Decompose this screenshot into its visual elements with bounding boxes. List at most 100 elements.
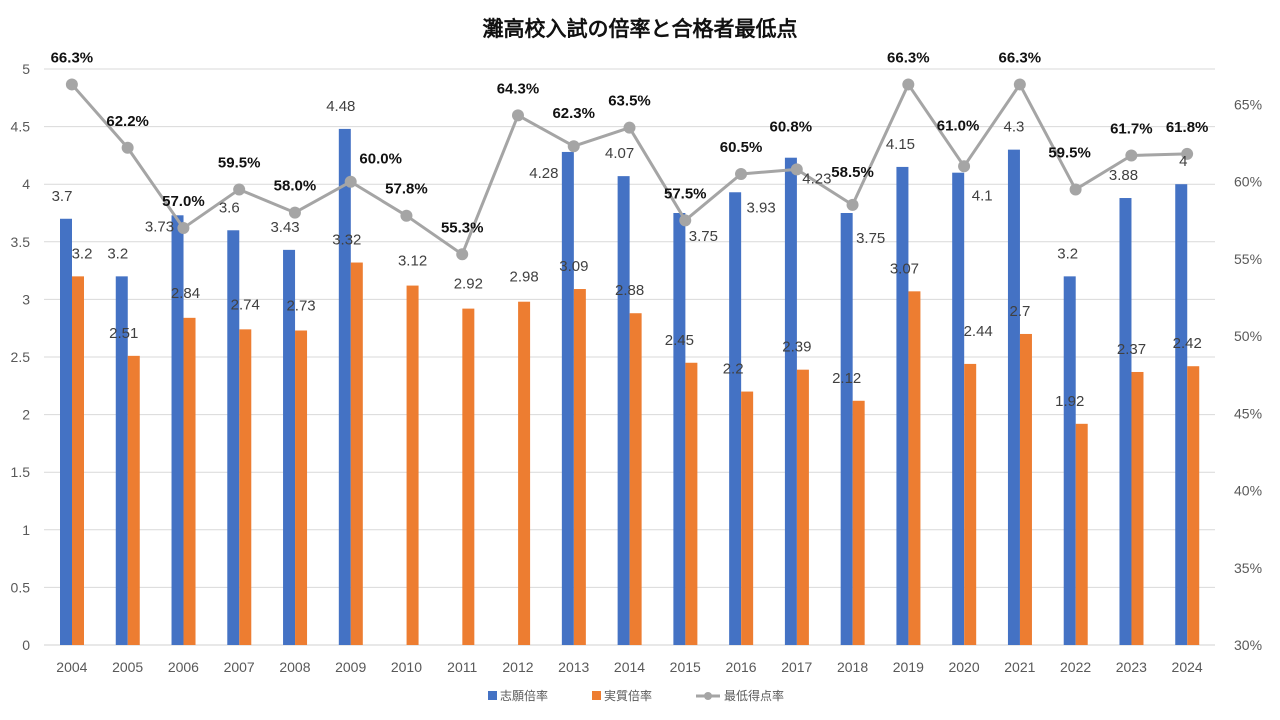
bar-actual-ratio	[183, 317, 196, 645]
data-label-applicant-ratio: 3.73	[145, 218, 174, 235]
data-label-actual-ratio: 2.74	[231, 296, 260, 313]
x-axis-tick-label: 2005	[112, 659, 143, 675]
data-label-actual-ratio: 3.09	[559, 258, 588, 275]
bar-actual-ratio	[741, 391, 754, 645]
left-axis-tick-label: 1.5	[11, 464, 31, 480]
bar-applicant-ratio	[1063, 276, 1076, 645]
data-label-actual-ratio: 2.73	[286, 298, 315, 315]
bar-applicant-ratio	[896, 166, 909, 646]
chart-title: 灘高校入試の倍率と合格者最低点	[483, 17, 798, 41]
data-label-min-score-rate: 66.3%	[51, 49, 94, 66]
data-label-applicant-ratio: 4.1	[972, 188, 993, 205]
line-marker	[1013, 78, 1026, 91]
left-axis-tick-label: 4.5	[11, 119, 31, 135]
right-axis-tick-label: 30%	[1234, 637, 1262, 653]
bar-actual-ratio	[1075, 423, 1088, 645]
data-label-min-score-rate: 57.5%	[664, 185, 707, 202]
data-label-min-score-rate: 59.5%	[218, 154, 261, 171]
bar-applicant-ratio	[840, 213, 853, 645]
data-label-min-score-rate: 60.8%	[770, 118, 813, 135]
bar-actual-ratio	[796, 369, 809, 645]
data-label-actual-ratio: 3.07	[890, 260, 919, 277]
bar-actual-ratio	[350, 262, 363, 645]
bar-actual-ratio	[1131, 371, 1144, 645]
x-axis-tick-label: 2012	[502, 659, 533, 675]
line-marker	[902, 78, 915, 91]
line-marker	[233, 183, 246, 196]
x-axis-tick-label: 2024	[1172, 659, 1203, 675]
data-label-applicant-ratio: 3.2	[1057, 245, 1078, 262]
data-label-actual-ratio: 2.88	[615, 282, 644, 299]
data-label-actual-ratio: 3.12	[398, 253, 427, 270]
left-axis-tick-label: 3.5	[11, 234, 31, 250]
line-marker	[1181, 147, 1194, 160]
x-axis-tick-label: 2020	[948, 659, 979, 675]
bar-applicant-ratio	[952, 172, 965, 645]
data-label-min-score-rate: 60.5%	[720, 139, 763, 156]
data-label-applicant-ratio: 3.75	[689, 228, 718, 245]
data-label-actual-ratio: 2.45	[665, 332, 694, 349]
bar-actual-ratio	[964, 363, 977, 645]
data-label-min-score-rate: 59.5%	[1048, 144, 1091, 161]
right-axis-ticks: 30% 35% 40% 45% 50% 55% 60% 65%	[1234, 97, 1262, 653]
left-axis-tick-label: 2.5	[11, 349, 31, 365]
data-label-applicant-ratio: 4.28	[529, 165, 558, 182]
data-label-min-score-rate: 57.8%	[385, 181, 428, 198]
data-label-actual-ratio: 1.92	[1055, 393, 1084, 410]
left-axis-tick-label: 0.5	[11, 579, 31, 595]
bar-applicant-ratio	[227, 230, 240, 645]
line-series	[65, 78, 1194, 261]
data-label-min-score-rate: 64.3%	[497, 80, 540, 97]
data-label-min-score-rate: 61.0%	[937, 117, 980, 134]
line-marker	[679, 214, 692, 227]
left-axis-ticks: 0 0.5 1 1.5 2 2.5 3 3.5 4 4.5 5	[11, 61, 31, 653]
x-axis-tick-label: 2011	[447, 659, 477, 675]
x-axis-tick-label: 2016	[725, 659, 756, 675]
data-label-applicant-ratio: 4.23	[802, 171, 831, 188]
line-marker	[456, 248, 469, 261]
line-marker	[177, 222, 190, 235]
data-label-min-score-rate: 58.0%	[274, 178, 317, 195]
bar-applicant-ratio	[1175, 184, 1188, 645]
right-axis-tick-label: 50%	[1234, 328, 1262, 344]
right-axis-tick-label: 45%	[1234, 405, 1262, 421]
x-axis-tick-label: 2019	[893, 659, 924, 675]
data-label-actual-ratio: 2.92	[454, 276, 483, 293]
bar-actual-ratio	[518, 301, 531, 645]
legend-label-min-score: 最低得点率	[724, 688, 784, 703]
line-marker	[790, 163, 803, 176]
line-marker	[623, 121, 636, 134]
x-axis-tick-label: 2009	[335, 659, 366, 675]
data-label-actual-ratio: 2.42	[1173, 335, 1202, 352]
data-label-applicant-ratio: 3.7	[52, 188, 73, 205]
data-label-min-score-rate: 66.3%	[999, 49, 1042, 66]
bar-applicant-ratio	[729, 192, 742, 645]
bar-applicant-ratio	[283, 249, 296, 645]
bar-actual-ratio	[685, 362, 698, 645]
data-label-applicant-ratio: 4.15	[886, 136, 915, 153]
data-label-min-score-rate: 61.7%	[1110, 120, 1153, 137]
data-label-applicant-ratio: 4	[1179, 153, 1187, 170]
data-label-actual-ratio: 2.37	[1117, 341, 1146, 358]
data-label-applicant-ratio: 3.43	[270, 219, 299, 236]
data-label-applicant-ratio: 3.88	[1109, 167, 1138, 184]
bar-applicant-ratio	[784, 157, 797, 646]
line-marker	[65, 78, 78, 91]
line-marker	[1125, 149, 1138, 162]
data-label-applicant-ratio: 3.93	[747, 199, 776, 216]
bar-actual-ratio	[573, 289, 586, 645]
bar-actual-ratio	[1019, 333, 1032, 645]
bar-actual-ratio	[462, 308, 475, 645]
bar-applicant-ratio	[561, 151, 574, 645]
data-label-actual-ratio: 2.84	[171, 285, 200, 302]
x-axis-tick-label: 2018	[837, 659, 868, 675]
legend: 志願倍率 実質倍率 最低得点率	[488, 688, 784, 703]
data-label-actual-ratio: 2.98	[509, 269, 538, 286]
bar-actual-ratio	[629, 313, 642, 645]
data-label-applicant-ratio: 4.07	[605, 145, 634, 162]
bar-applicant-ratio	[1119, 198, 1132, 646]
data-label-min-score-rate: 55.3%	[441, 219, 484, 236]
data-labels: 3.7 3.2 66.3% 3.2 2.51 62.2% 3.73 2.84 57.0% 3.6 2…	[51, 49, 1209, 409]
x-axis-tick-label: 2022	[1060, 659, 1091, 675]
